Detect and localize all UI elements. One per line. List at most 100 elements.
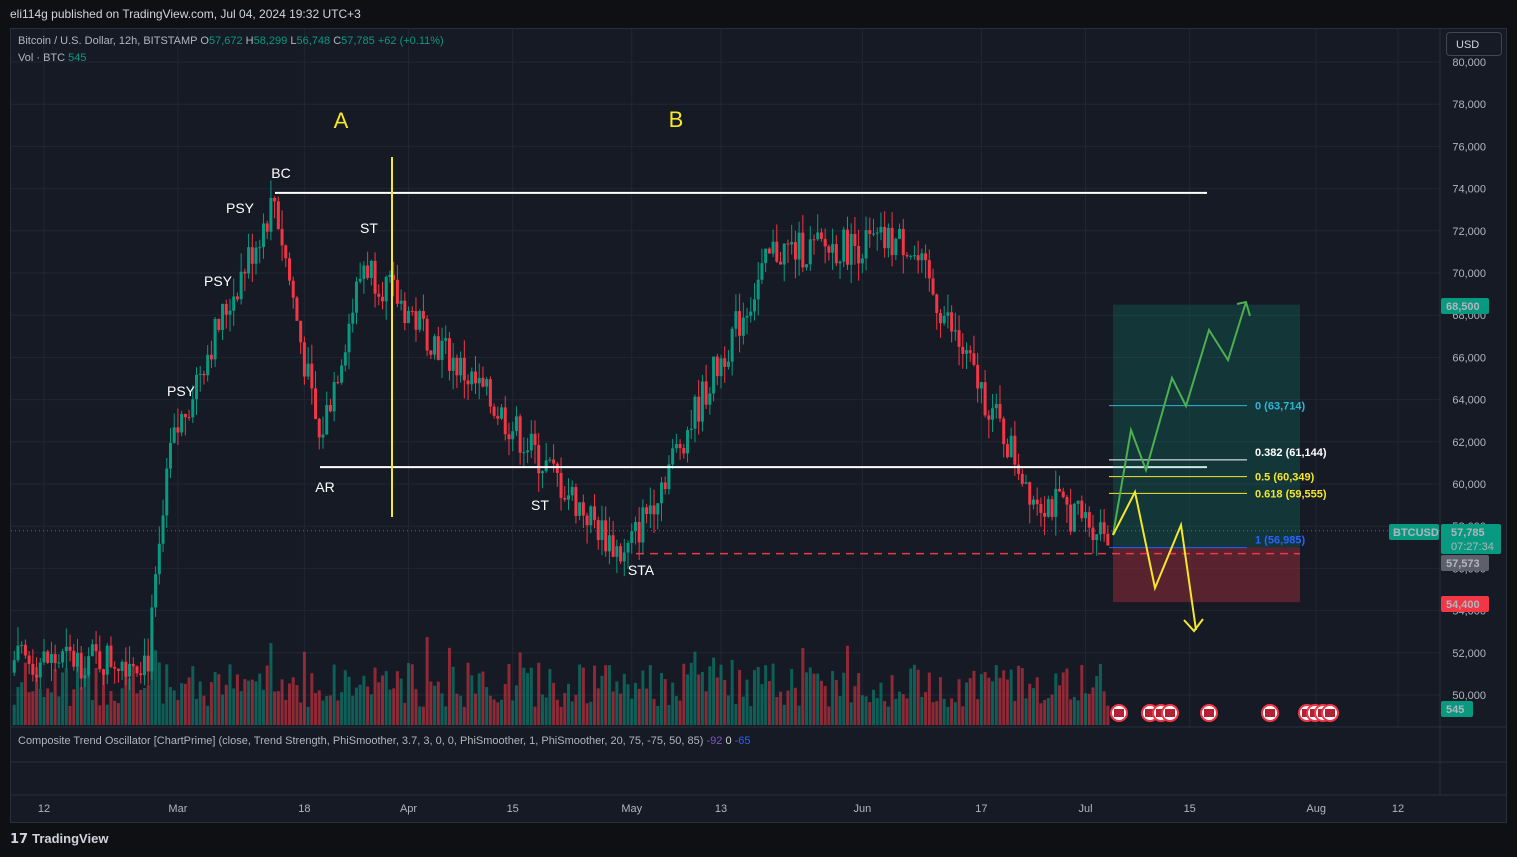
high-value: 58,299 xyxy=(253,35,288,47)
volume-bar xyxy=(678,700,682,725)
volume-bar xyxy=(1054,673,1058,725)
volume-bar xyxy=(433,685,437,725)
candle xyxy=(745,315,749,318)
phase-label: B xyxy=(669,107,684,132)
volume-bar xyxy=(637,688,641,725)
candle xyxy=(410,310,414,312)
candle xyxy=(221,303,225,330)
symbol-badge-bg xyxy=(1389,524,1439,540)
candle xyxy=(615,546,619,557)
volume-bar xyxy=(444,706,448,725)
volume-bar xyxy=(139,690,143,725)
volume-badge: 545 xyxy=(1446,704,1464,716)
candle xyxy=(176,427,180,433)
y-tick-label: 78,000 xyxy=(1452,99,1486,111)
tradingview-logo[interactable]: 𝟭𝟳 TradingView xyxy=(10,831,108,847)
volume-bar xyxy=(994,664,998,725)
candle xyxy=(1005,444,1009,458)
wyckoff-label: STA xyxy=(628,562,655,578)
candle xyxy=(265,223,269,232)
candle xyxy=(641,507,645,543)
volume-bar xyxy=(206,705,210,725)
candle xyxy=(113,666,117,669)
candle xyxy=(760,263,764,280)
candle xyxy=(559,472,563,498)
candle xyxy=(72,650,76,667)
volume-bar xyxy=(340,692,344,725)
oscillator-legend[interactable]: Composite Trend Oscillator [ChartPrime] … xyxy=(18,735,751,747)
volume-bar xyxy=(600,675,604,725)
volume-bar xyxy=(332,664,336,725)
candle xyxy=(786,243,790,245)
candle xyxy=(142,655,146,676)
candle xyxy=(31,663,35,675)
volume-bar xyxy=(511,700,515,725)
x-tick-label: 12 xyxy=(38,803,50,815)
candle xyxy=(180,413,184,433)
candle xyxy=(700,381,704,422)
volume-bar xyxy=(991,681,995,725)
volume-bar xyxy=(198,681,202,725)
candle xyxy=(831,244,835,253)
candle xyxy=(202,373,206,376)
candle xyxy=(421,311,425,319)
candle xyxy=(790,242,794,245)
currency-button[interactable]: USD xyxy=(1446,32,1502,56)
y-tick-label: 60,000 xyxy=(1452,479,1486,491)
volume-bar xyxy=(782,704,786,725)
oscillator-title: Composite Trend Oscillator [ChartPrime] … xyxy=(18,735,704,747)
volume-bar xyxy=(853,686,857,725)
candle xyxy=(715,356,719,377)
volume-bar xyxy=(834,680,838,725)
x-tick-label: 17 xyxy=(975,803,987,815)
phase-label: A xyxy=(334,108,349,133)
volume-bar xyxy=(909,668,913,725)
volume-bar xyxy=(1091,687,1095,725)
candle xyxy=(351,312,355,324)
candle xyxy=(935,294,939,313)
volume-bar xyxy=(61,672,65,725)
volume-bar xyxy=(540,694,544,725)
volume-bar xyxy=(898,691,902,725)
candle xyxy=(767,248,771,254)
candle xyxy=(27,655,31,664)
volume-bar xyxy=(883,700,887,725)
candle xyxy=(927,260,931,279)
volume-bar xyxy=(656,705,660,725)
candle xyxy=(540,471,544,474)
candle xyxy=(23,644,27,656)
volume-bar xyxy=(645,688,649,725)
volume-bar xyxy=(31,691,35,725)
volume-bar xyxy=(518,652,522,725)
candle xyxy=(336,382,340,384)
candle xyxy=(321,434,325,438)
volume-bar xyxy=(745,679,749,725)
volume-bar xyxy=(604,665,608,725)
candle xyxy=(630,531,634,543)
candle xyxy=(537,445,541,474)
volume-bar xyxy=(384,671,388,725)
profit-zone xyxy=(1113,304,1300,548)
volume-bar xyxy=(1013,700,1017,725)
candle xyxy=(879,226,883,233)
volume-bar xyxy=(1028,683,1032,725)
volume-bar xyxy=(336,700,340,725)
volume-bar xyxy=(154,650,158,725)
volume-bar xyxy=(49,692,53,725)
volume-bar xyxy=(674,695,678,725)
wyckoff-label: PSY xyxy=(226,200,255,216)
candle xyxy=(611,535,615,557)
x-tick-label: 15 xyxy=(1184,803,1196,815)
candle xyxy=(734,311,738,329)
volume-bar xyxy=(306,706,310,725)
volume-bar xyxy=(1039,703,1043,725)
volume-bar xyxy=(38,688,42,725)
volume-bar xyxy=(429,681,433,725)
candle xyxy=(250,247,254,264)
candle xyxy=(20,644,24,646)
volume-bar xyxy=(20,682,24,725)
volume-bar xyxy=(477,673,481,725)
candle xyxy=(697,396,701,422)
candle xyxy=(1013,435,1017,465)
